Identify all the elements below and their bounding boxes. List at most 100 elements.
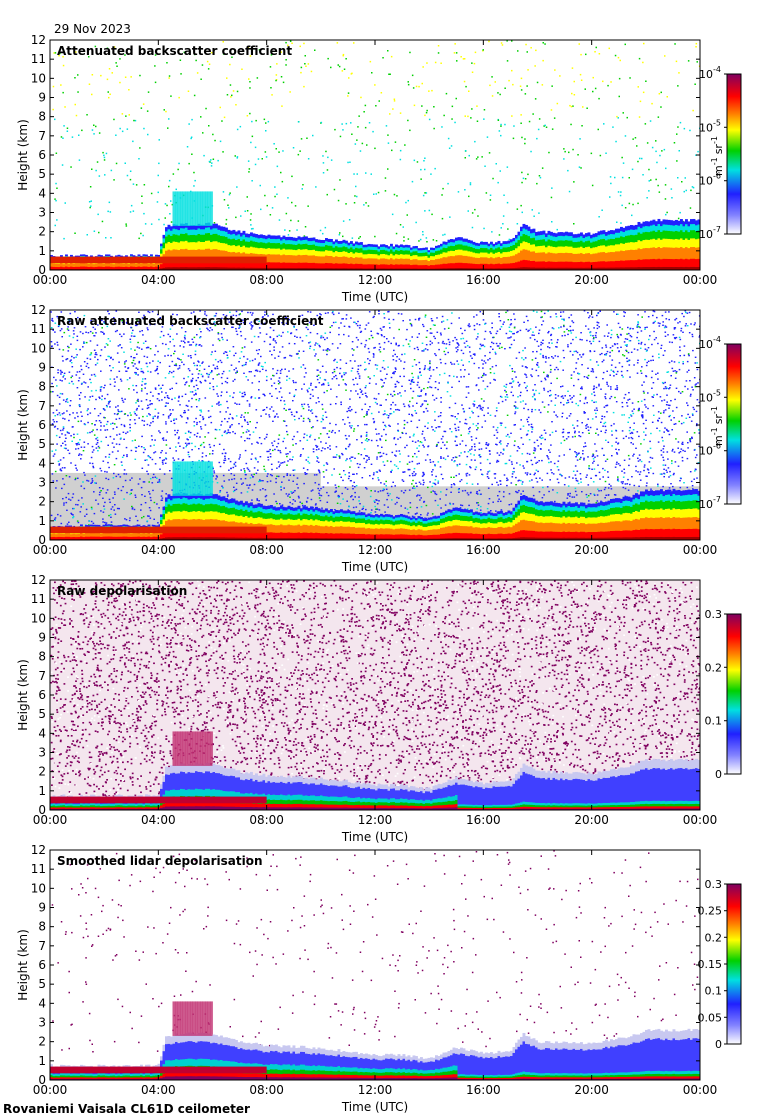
- x-tick-label: 20:00: [574, 543, 609, 557]
- y-tick-label: 12: [31, 33, 46, 47]
- y-tick-label: 4: [38, 456, 46, 470]
- y-tick-label: 5: [38, 167, 46, 181]
- colorbar: 10-410-510-610-7m-1sr-1: [699, 335, 742, 511]
- y-axis-label: Height (km): [16, 929, 30, 1000]
- x-tick-label: 00:00: [683, 273, 718, 287]
- y-tick-label: 5: [38, 707, 46, 721]
- colorbar-tick-label: 0: [715, 768, 722, 781]
- y-tick-label: 3: [38, 1016, 46, 1030]
- colorbar: 10-410-510-610-7m-1sr-1: [699, 65, 742, 241]
- plot-area: [50, 40, 700, 270]
- x-tick-label: 20:00: [574, 813, 609, 827]
- x-tick-label: 20:00: [574, 1083, 609, 1097]
- panel-title: Raw depolarisation: [57, 584, 187, 598]
- y-tick-label: 12: [31, 573, 46, 587]
- y-tick-label: 11: [31, 52, 46, 66]
- y-tick-label: 2: [38, 225, 46, 239]
- colorbar-tick-label: 0.05: [698, 1011, 723, 1024]
- colorbar-tick-label: 0.15: [698, 958, 723, 971]
- colorbar-tick-label: 10-7: [699, 495, 721, 511]
- y-tick-label: 9: [38, 361, 46, 375]
- y-tick-label: 12: [31, 843, 46, 857]
- y-axis-label: Height (km): [16, 659, 30, 730]
- colorbar-unit: m-1sr-1: [710, 406, 725, 446]
- y-tick-label: 6: [38, 148, 46, 162]
- y-tick-label: 1: [38, 244, 46, 258]
- x-tick-label: 04:00: [141, 543, 176, 557]
- x-tick-label: 00:00: [683, 1083, 718, 1097]
- y-tick-label: 7: [38, 129, 46, 143]
- x-tick-label: 00:00: [683, 813, 718, 827]
- panel-title: Attenuated backscatter coefficient: [57, 44, 292, 58]
- y-tick-label: 1: [38, 514, 46, 528]
- y-tick-label: 4: [38, 996, 46, 1010]
- y-tick-label: 12: [31, 303, 46, 317]
- x-tick-label: 04:00: [141, 813, 176, 827]
- x-tick-label: 08:00: [249, 813, 284, 827]
- x-tick-label: 00:00: [683, 543, 718, 557]
- x-axis-label: Time (UTC): [341, 290, 408, 304]
- y-tick-label: 2: [38, 1035, 46, 1049]
- colorbar-tick-label: 10-5: [699, 118, 721, 134]
- y-axis-label: Height (km): [16, 119, 30, 190]
- colorbar-tick-label: 10-7: [699, 225, 721, 241]
- panel-title: Raw attenuated backscatter coefficient: [57, 314, 324, 328]
- x-tick-label: 08:00: [249, 273, 284, 287]
- heatmap-field: [50, 40, 700, 270]
- y-tick-label: 0: [38, 263, 46, 277]
- y-tick-label: 2: [38, 765, 46, 779]
- y-tick-label: 1: [38, 784, 46, 798]
- x-tick-label: 12:00: [358, 543, 393, 557]
- y-tick-label: 9: [38, 901, 46, 915]
- y-tick-label: 0: [38, 803, 46, 817]
- colorbar-tick-label: 0.2: [705, 931, 723, 944]
- y-tick-label: 2: [38, 495, 46, 509]
- y-tick-label: 4: [38, 186, 46, 200]
- x-tick-label: 12:00: [358, 1083, 393, 1097]
- y-tick-label: 10: [31, 881, 46, 895]
- colorbar: 0.3 0.2 0.1 0: [705, 608, 742, 781]
- x-tick-label: 08:00: [249, 543, 284, 557]
- x-axis-label: Time (UTC): [341, 830, 408, 844]
- colorbar-tick-label: 10-5: [699, 388, 721, 404]
- x-axis-label: Time (UTC): [341, 1100, 408, 1114]
- colorbar-tick-label: 0.3: [705, 608, 723, 621]
- y-tick-label: 9: [38, 91, 46, 105]
- y-tick-label: 5: [38, 437, 46, 451]
- colorbar-tick-label: 0.1: [705, 715, 723, 728]
- x-tick-label: 00:00: [33, 1083, 68, 1097]
- panel-title: Smoothed lidar depolarisation: [57, 854, 263, 868]
- colorbar-tick-label: 0: [715, 1038, 722, 1051]
- y-tick-label: 10: [31, 341, 46, 355]
- heatmap-field: [50, 310, 700, 540]
- x-tick-label: 16:00: [466, 273, 501, 287]
- y-tick-label: 5: [38, 977, 46, 991]
- y-tick-label: 9: [38, 631, 46, 645]
- colorbar-unit: m-1sr-1: [710, 136, 725, 176]
- y-tick-label: 10: [31, 611, 46, 625]
- date-label: 29 Nov 2023: [54, 22, 131, 36]
- colorbar-tick-label: 10-4: [699, 335, 721, 351]
- y-tick-label: 3: [38, 746, 46, 760]
- y-tick-label: 11: [31, 592, 46, 606]
- y-tick-label: 8: [38, 920, 46, 934]
- y-tick-label: 7: [38, 939, 46, 953]
- y-tick-label: 8: [38, 110, 46, 124]
- x-tick-label: 08:00: [249, 1083, 284, 1097]
- heatmap-field: [50, 580, 700, 810]
- colorbar-tick-label: 0.2: [705, 661, 723, 674]
- y-tick-label: 6: [38, 688, 46, 702]
- x-tick-label: 16:00: [466, 543, 501, 557]
- instrument-footer: Rovaniemi Vaisala CL61D ceilometer: [3, 1102, 250, 1116]
- x-axis-label: Time (UTC): [341, 560, 408, 574]
- y-tick-label: 4: [38, 726, 46, 740]
- y-tick-label: 3: [38, 476, 46, 490]
- x-tick-label: 12:00: [358, 813, 393, 827]
- y-tick-label: 11: [31, 862, 46, 876]
- colorbar-tick-label: 0.3: [705, 878, 723, 891]
- heatmap-field: [50, 850, 700, 1080]
- colorbar-tick-label: 0.1: [705, 985, 723, 998]
- y-tick-label: 0: [38, 533, 46, 547]
